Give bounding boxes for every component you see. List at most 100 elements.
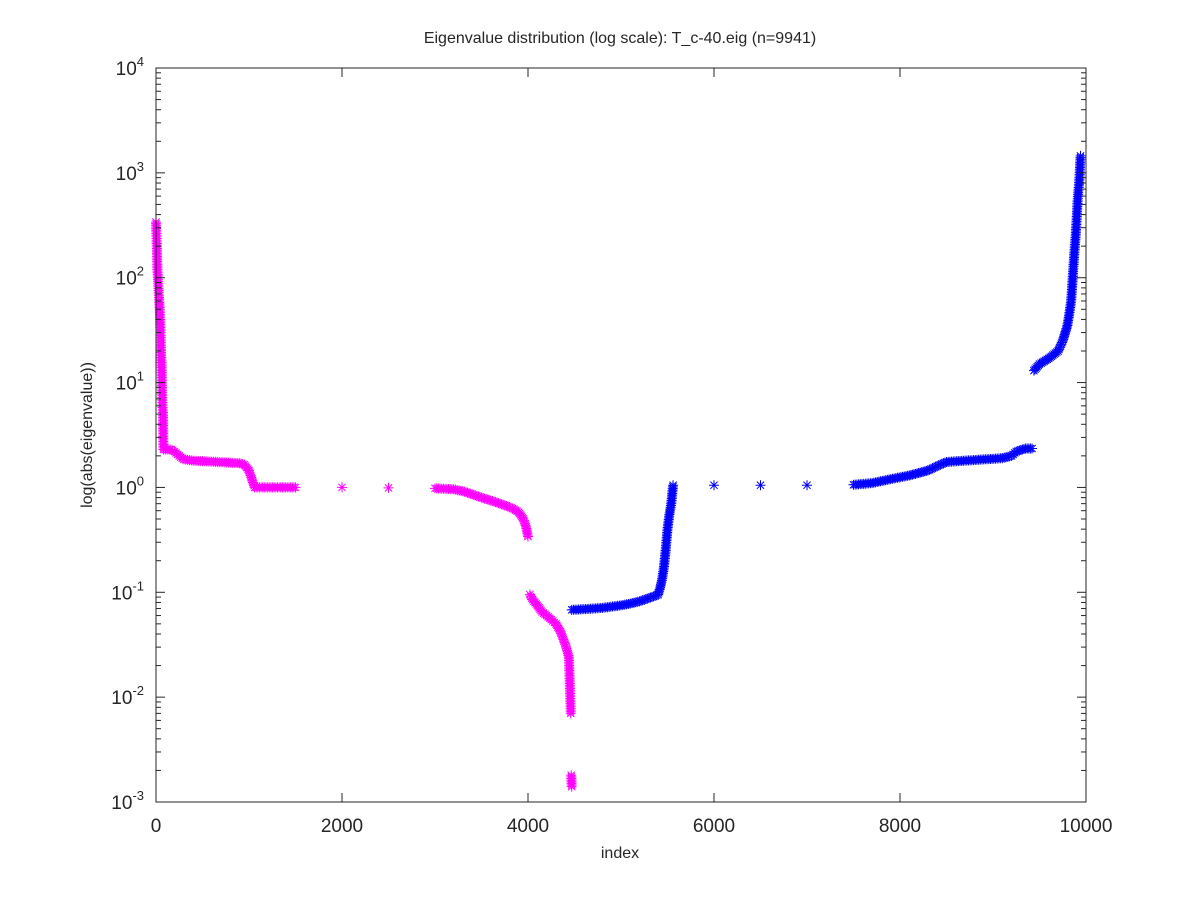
- data-point: [247, 477, 258, 488]
- data-point: [470, 490, 481, 501]
- data-point: [559, 636, 570, 647]
- axes: 0 2000 4000 6000 8000 10000 10-3 10-2 10-1 100 101…: [111, 54, 1112, 837]
- data-point: [565, 708, 576, 719]
- data-point: [244, 465, 254, 476]
- data-point: [520, 518, 531, 529]
- data-point: [555, 626, 566, 637]
- data-point: [504, 502, 515, 513]
- data-point: [473, 491, 484, 502]
- data-point: [561, 643, 572, 654]
- data-point: [935, 459, 946, 470]
- data-point: [462, 487, 473, 498]
- data-point: [566, 781, 577, 792]
- data-point: [559, 637, 570, 648]
- data-point: [634, 596, 645, 607]
- data-point: [499, 500, 510, 511]
- data-point: [496, 499, 507, 510]
- data-point: [337, 482, 347, 493]
- data-point: [1054, 342, 1065, 353]
- data-point: [505, 502, 516, 513]
- data-point: [247, 475, 258, 486]
- data-point: [640, 594, 651, 605]
- y-axis-label: log(abs(eigenvalue)): [79, 362, 96, 508]
- data-point: [929, 462, 940, 473]
- data-point: [468, 489, 479, 500]
- data-point: [927, 463, 938, 474]
- data-point: [492, 497, 502, 508]
- data-point: [938, 458, 949, 469]
- data-point: [167, 445, 178, 456]
- data-point: [924, 464, 935, 475]
- x-tick-label: 10000: [1060, 816, 1113, 837]
- y-tick-label: 101: [116, 369, 144, 395]
- data-point: [1075, 150, 1086, 161]
- data-point: [636, 595, 647, 606]
- data-point: [487, 496, 498, 507]
- data-point: [1053, 344, 1064, 355]
- data-point: [524, 589, 535, 600]
- data-point: [642, 593, 653, 604]
- data-point: [939, 457, 950, 468]
- y-tick-label: 10-1: [111, 578, 144, 604]
- data-point: [637, 595, 648, 606]
- data-point: [930, 461, 941, 472]
- data-point: [464, 488, 475, 499]
- data-point: [647, 591, 657, 602]
- data-point: [246, 474, 257, 485]
- data-point: [1012, 446, 1023, 457]
- data-point: [668, 480, 679, 491]
- data-point: [1015, 445, 1026, 456]
- data-point: [459, 486, 470, 497]
- data-point: [1019, 444, 1029, 455]
- plot-frame: [155, 67, 1087, 803]
- data-point: [526, 592, 537, 603]
- x-tick-label: 0: [151, 816, 162, 837]
- data-point: [556, 629, 567, 640]
- data-point: [518, 515, 529, 526]
- data-point: [525, 591, 536, 602]
- data-point: [1053, 346, 1064, 357]
- y-tick-label: 103: [116, 159, 144, 185]
- y-tick-label: 100: [116, 473, 144, 499]
- data-point: [518, 513, 529, 524]
- plot-points: [151, 150, 1086, 792]
- data-point: [490, 497, 501, 508]
- data-point: [495, 498, 506, 509]
- data-point: [936, 458, 947, 469]
- data-point: [290, 482, 301, 493]
- data-point: [488, 496, 499, 507]
- data-point: [1014, 445, 1025, 456]
- data-point: [643, 593, 654, 604]
- data-point: [802, 480, 812, 491]
- data-point: [383, 482, 394, 493]
- data-point: [556, 628, 567, 639]
- data-point: [557, 632, 568, 643]
- data-point: [519, 517, 530, 528]
- data-point: [639, 594, 650, 605]
- y-tick-label: 10-2: [111, 683, 144, 709]
- data-point: [502, 501, 513, 512]
- data-point: [755, 480, 766, 491]
- data-point: [1017, 444, 1028, 455]
- data-point: [648, 591, 659, 602]
- data-point: [1056, 337, 1067, 348]
- x-tick-label: 4000: [507, 816, 549, 837]
- data-point: [650, 590, 661, 601]
- data-point: [926, 464, 936, 475]
- data-point: [467, 489, 478, 500]
- data-point: [558, 634, 569, 645]
- x-tick-label: 2000: [321, 816, 363, 837]
- chart-title: Eigenvalue distribution (log scale): T_c…: [424, 30, 816, 47]
- data-point: [933, 460, 944, 471]
- y-tick-label: 104: [116, 54, 144, 80]
- y-tick-label: 10-3: [111, 788, 144, 814]
- x-tick-label: 8000: [879, 816, 921, 837]
- data-point: [645, 592, 656, 603]
- data-point: [245, 470, 256, 481]
- data-point: [474, 492, 485, 503]
- data-point: [246, 472, 257, 483]
- data-point: [1055, 340, 1066, 351]
- data-point: [1027, 443, 1038, 454]
- data-point: [507, 503, 518, 514]
